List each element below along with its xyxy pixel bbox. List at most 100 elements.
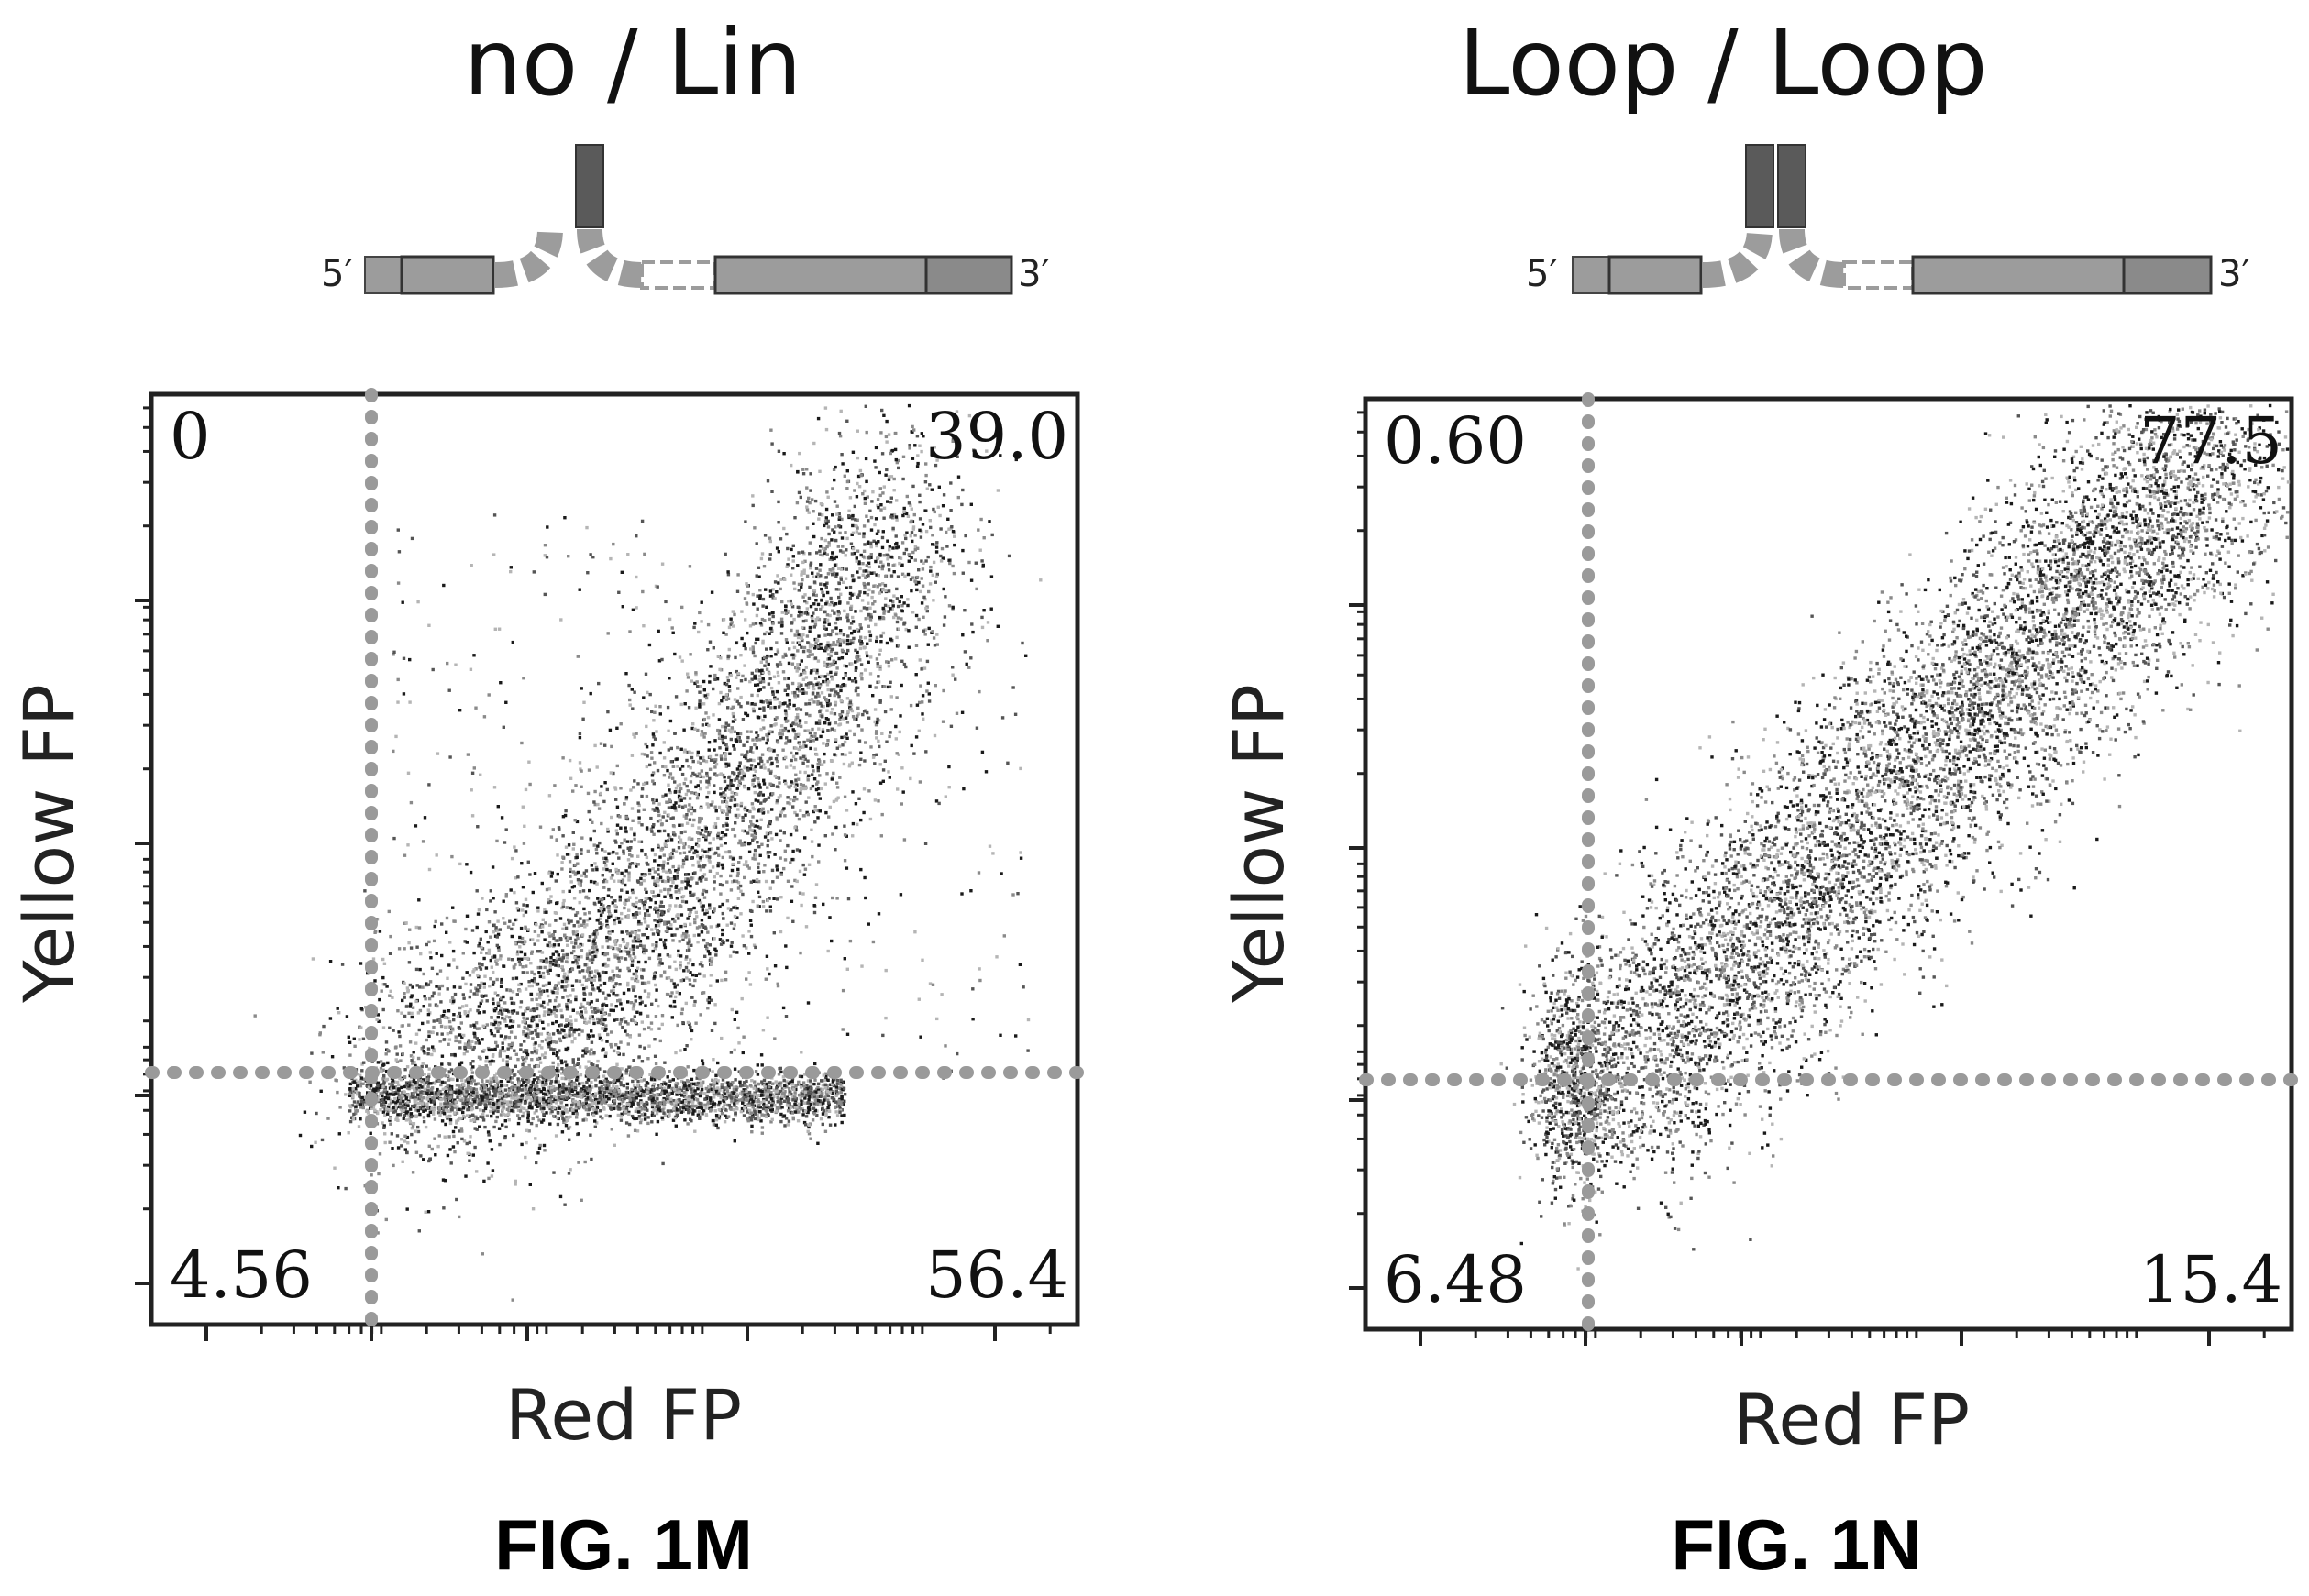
scatter-point (432, 1110, 436, 1114)
scatter-point (537, 1056, 542, 1061)
scatter-point (530, 1106, 534, 1110)
scatter-point (414, 1041, 418, 1045)
scatter-point (508, 1094, 513, 1097)
scatter-point (609, 1106, 613, 1110)
scatter-point (409, 946, 414, 950)
scatter-point (428, 1110, 432, 1114)
scatter-point (797, 1080, 801, 1084)
scatter-point (482, 1010, 486, 1014)
scatter-point (614, 867, 618, 872)
scatter-point (544, 1078, 548, 1083)
scatter-point (809, 563, 812, 567)
scatter-point (553, 1097, 557, 1101)
scatter-point (561, 1085, 565, 1089)
scatter-point (732, 1091, 735, 1095)
scatter-point (726, 570, 730, 574)
scatter-point (873, 610, 877, 613)
scatter-point (910, 531, 914, 534)
scatter-point (440, 1106, 444, 1111)
scatter-point (840, 1096, 844, 1101)
scatter-point (471, 1102, 475, 1106)
scatter-point (565, 1103, 569, 1107)
scatter-point (831, 1091, 834, 1095)
scatter-point (788, 1087, 791, 1091)
scatter-point (900, 572, 905, 576)
scatter-point (448, 1118, 453, 1122)
scatter-point (491, 865, 495, 869)
scatter-point (713, 1102, 716, 1106)
scatter-point (590, 1102, 593, 1106)
scatter-point (748, 1108, 752, 1113)
scatter-point (832, 603, 836, 607)
scatter-point (664, 765, 668, 769)
scatter-point (803, 1096, 807, 1100)
scatter-point (985, 449, 989, 453)
scatter-point (618, 1022, 622, 1026)
scatter-point (664, 839, 668, 843)
scatter-point (872, 754, 876, 757)
scatter-point (418, 985, 422, 989)
scatter-point (934, 575, 939, 578)
scatter-point (773, 698, 777, 701)
scatter-point (714, 1089, 718, 1094)
scatter-point (520, 1078, 525, 1082)
scatter-point (817, 575, 821, 579)
scatter-point (427, 1082, 431, 1085)
scatter-point (698, 816, 702, 820)
scatter-point (814, 737, 819, 741)
scatter-point (436, 1144, 440, 1149)
scatter-point (532, 1091, 536, 1095)
scatter-point (708, 674, 712, 678)
scatter-point (414, 1032, 419, 1036)
scatter-point (955, 410, 959, 413)
scatter-point (844, 577, 848, 580)
scatter-point (471, 970, 475, 974)
scatter-point (411, 1171, 415, 1174)
scatter-point (699, 1081, 703, 1084)
scatter-point (624, 1093, 627, 1097)
scatter-point (375, 1110, 379, 1114)
scatter-point (828, 557, 832, 561)
scatter-point (545, 983, 548, 987)
scatter-point (557, 1095, 560, 1100)
scatter-point (602, 867, 606, 871)
scatter-point (813, 623, 818, 627)
scatter-point (422, 1005, 425, 1008)
scatter-point (588, 952, 592, 956)
scatter-point (635, 1129, 640, 1133)
scatter-point (848, 585, 853, 589)
scatter-point (835, 1078, 840, 1083)
scatter-point (460, 1078, 464, 1082)
scatter-point (807, 1107, 812, 1111)
scatter-point (425, 1106, 430, 1109)
scatter-point (673, 780, 677, 784)
scatter-point (819, 563, 823, 567)
scatter-point (719, 1108, 723, 1112)
scatter-point (543, 1055, 547, 1060)
scatter-point (795, 1110, 799, 1114)
scatter-point (363, 1097, 367, 1101)
scatter-point (575, 1074, 580, 1079)
scatter-point (726, 678, 730, 683)
scatter-point (773, 853, 777, 856)
scatter-point (779, 1084, 783, 1088)
scatter-point (590, 1000, 593, 1004)
scatter-point (752, 778, 756, 782)
scatter-point (370, 1105, 373, 1108)
scatter-point (470, 1106, 475, 1111)
scatter-point (616, 1105, 620, 1108)
scatter-point (727, 647, 731, 652)
scatter-point (417, 1096, 421, 1100)
scatter-point (917, 568, 921, 572)
scatter-point (757, 677, 761, 682)
scatter-point (749, 730, 753, 733)
scatter-point (376, 1231, 380, 1235)
scatter-point (546, 1002, 550, 1006)
scatter-point (417, 1101, 421, 1106)
scatter-point (472, 1079, 476, 1083)
scatter-point (653, 761, 657, 765)
scatter-point (632, 1002, 636, 1007)
scatter-point (861, 492, 865, 496)
scatter-point (438, 1020, 442, 1024)
scatter-point (782, 1085, 787, 1090)
